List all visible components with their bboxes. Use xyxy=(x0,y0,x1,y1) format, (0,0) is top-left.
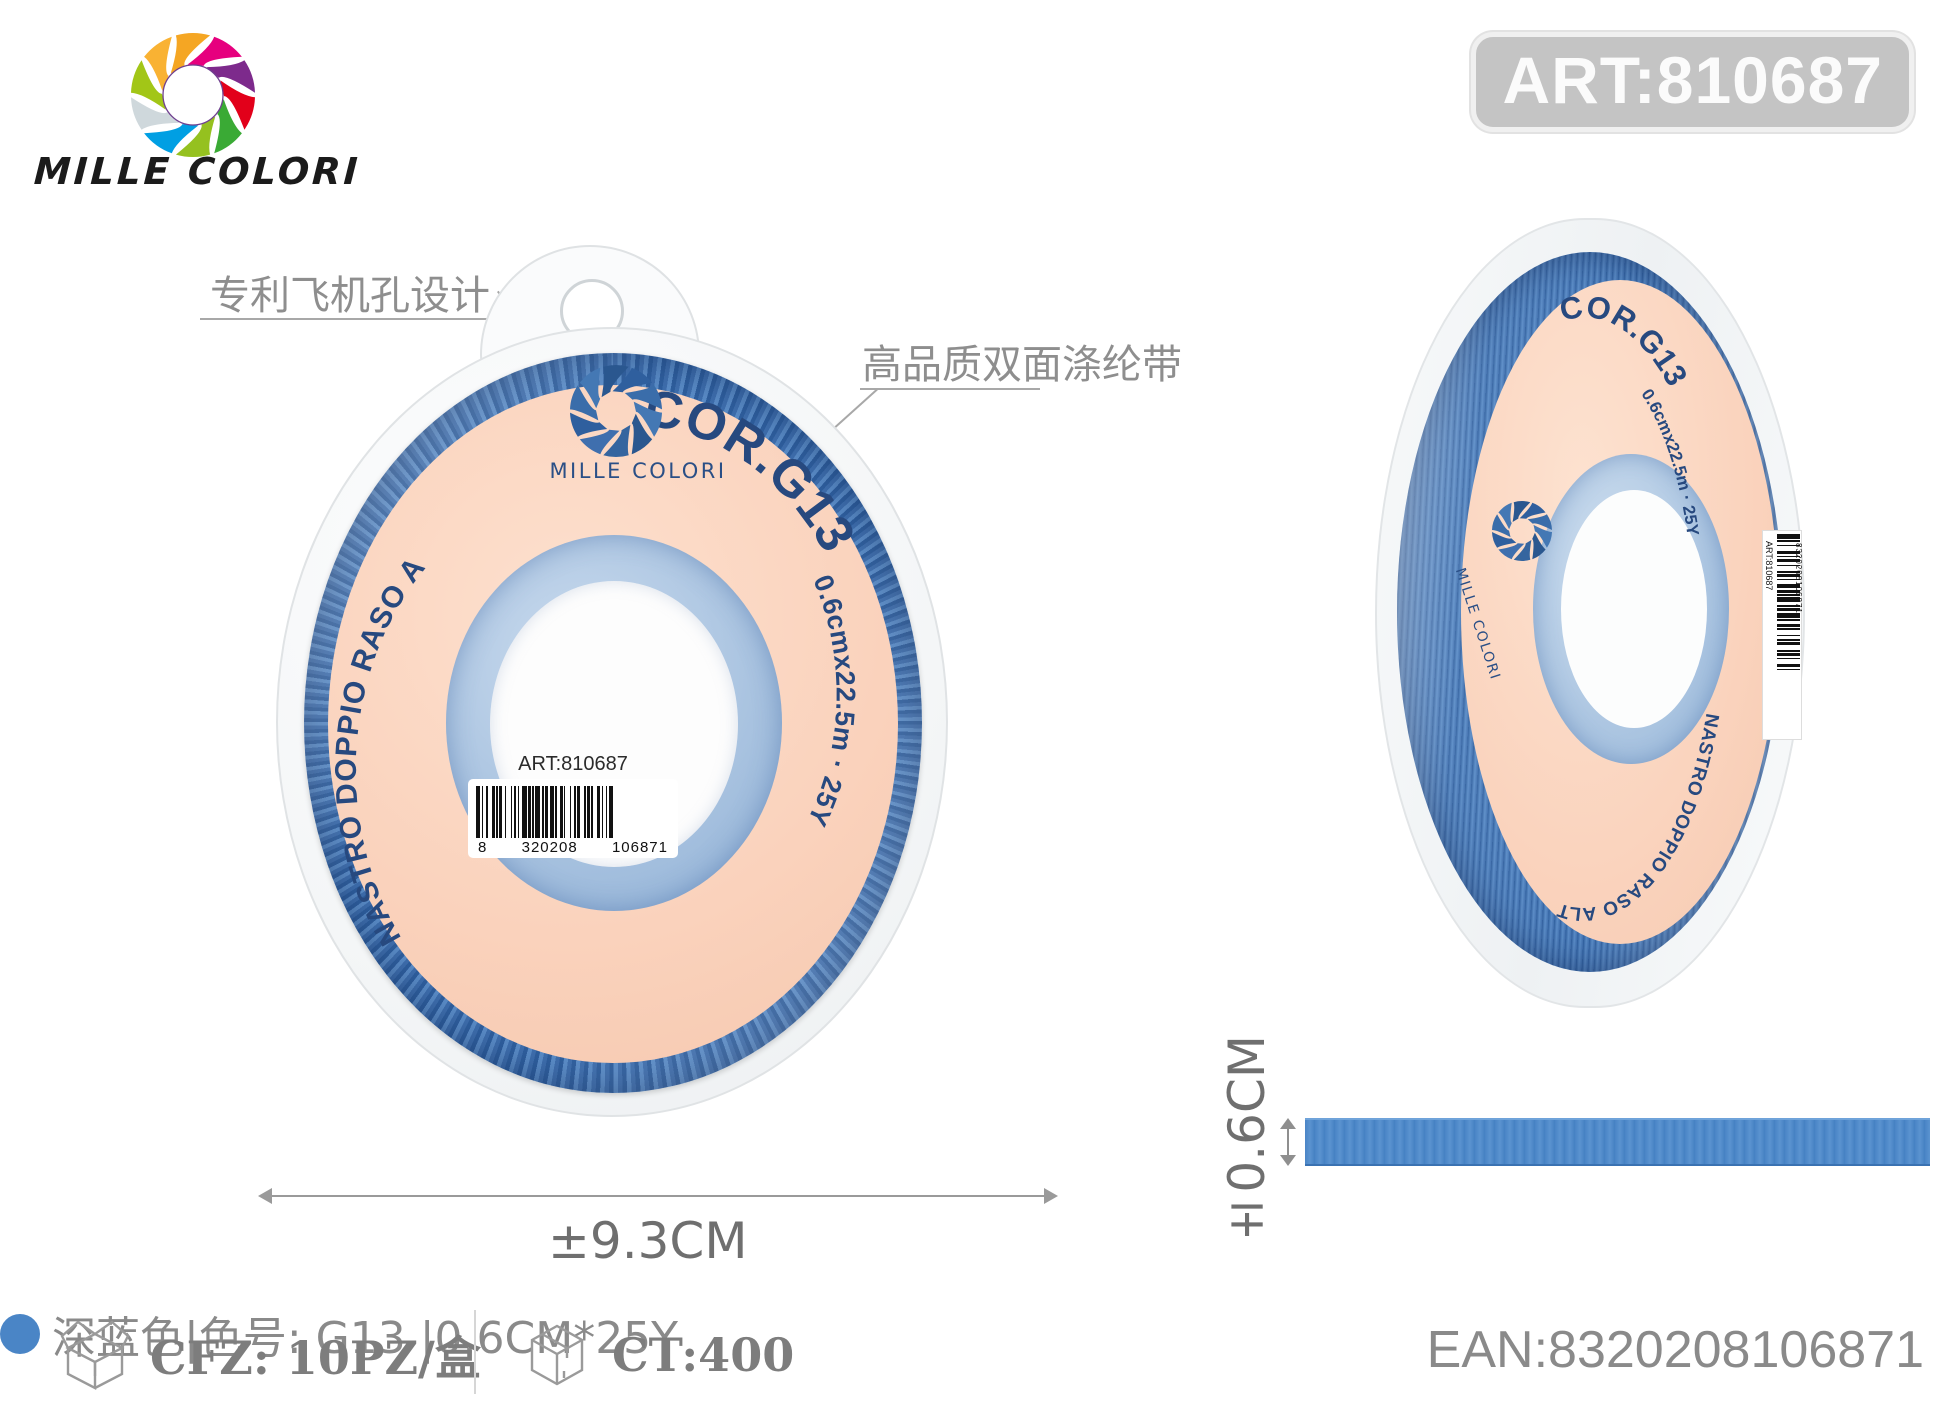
label-brand-text: MILLE COLORI xyxy=(549,459,727,483)
side-barcode-number: 8320208106871 xyxy=(1794,543,1803,614)
callout-left-label: 专利飞机孔设计 xyxy=(210,273,490,319)
height-dimension-arrow xyxy=(1280,1118,1296,1166)
side-barcode-block: ART:810687 8320208106871 xyxy=(1762,530,1803,740)
closed-box-icon xyxy=(530,1324,584,1386)
footer-ct-label: CT:400 xyxy=(612,1328,795,1382)
footer-info-bar: CFZ: 10PZ/盒 CT:400 深蓝色|色号: G13 |0.6CM*25… xyxy=(0,1302,1946,1412)
side-pinwheel-logo-icon xyxy=(1491,500,1553,562)
side-arc-top-main: COR.G13 xyxy=(1557,289,1694,392)
product-side-view: COR.G13 0.6cmx22.5m · 25Y NASTRO DOPPIO … xyxy=(1375,218,1805,1008)
callout-right-leader xyxy=(860,388,1040,390)
product-front-view: NASTRO DOPPIO RASO ALTA QUALITÀ COR.G13 … xyxy=(268,245,958,1175)
footer-ean-label: EAN:8320208106871 xyxy=(1426,1321,1924,1379)
art-badge-label: ART:810687 xyxy=(1502,43,1883,117)
side-arc-top-sub: 0.6cmx22.5m · 25Y xyxy=(1637,385,1702,537)
width-dimension-label: ±9.3CM xyxy=(548,1212,748,1270)
callout-left-leader xyxy=(200,318,502,320)
arrow-head-top xyxy=(1280,1118,1296,1129)
footer-color-label: 深蓝色|色号: G13 |0.6CM*25Y xyxy=(52,1313,679,1364)
footer-cfz-label: CFZ: 10PZ/盒 xyxy=(150,1331,481,1385)
footer-cfz-item: CFZ: 10PZ/盒 xyxy=(58,1318,481,1392)
svg-text:0.6cmx22.5m · 25Y: 0.6cmx22.5m · 25Y xyxy=(1637,385,1702,537)
footer-color-item: 深蓝色|色号: G13 |0.6CM*25Y xyxy=(0,1302,1946,1366)
label-arc-left-text: NASTRO DOPPIO RASO ALTA QUALITÀ xyxy=(328,385,431,951)
pinwheel-logo-icon xyxy=(128,30,258,160)
arrow-head-right xyxy=(1044,1188,1058,1204)
ribbon-strip-sample xyxy=(1305,1118,1930,1166)
art-badge: ART:810687 xyxy=(1471,32,1914,132)
svg-text:COR.G13: COR.G13 xyxy=(1557,289,1695,392)
svg-text:NASTRO DOPPIO RASO ALTA QUALIT: NASTRO DOPPIO RASO ALTA QUALITÀ xyxy=(328,385,432,951)
label-arc-right-sub: 0.6cmx22.5m · 25Y xyxy=(802,571,860,832)
color-swatch-dot xyxy=(0,1314,40,1354)
barcode-digit-mid: 320208 xyxy=(521,839,578,856)
side-spool-hub-hole xyxy=(1561,490,1707,728)
barcode-box: 8 320208 106871 xyxy=(468,779,678,858)
open-box-icon xyxy=(60,1320,130,1390)
arrow-line xyxy=(270,1195,1046,1197)
barcode-digit-left: 8 xyxy=(478,839,488,856)
arrow-head-left xyxy=(258,1188,272,1204)
svg-text:0.6cmx22.5m · 25Y: 0.6cmx22.5m · 25Y xyxy=(802,571,861,832)
label-art-line: ART:810687 xyxy=(518,753,628,775)
side-barcode-bars xyxy=(1777,534,1800,738)
footer-divider xyxy=(474,1310,476,1394)
label-pinwheel-logo-icon xyxy=(568,363,664,459)
barcode-bars xyxy=(476,786,670,838)
label-arc-text: NASTRO DOPPIO RASO ALTA QUALITÀ COR.G13 … xyxy=(328,385,866,951)
arrow-head-bottom xyxy=(1280,1155,1296,1166)
brand-logo: MILLE COLORI xyxy=(18,22,418,193)
barcode-digit-right: 106871 xyxy=(611,839,668,856)
side-label-arc-text: COR.G13 0.6cmx22.5m · 25Y NASTRO DOPPIO … xyxy=(1461,280,1722,924)
width-dimension-arrow xyxy=(258,1186,1058,1206)
arrow-line-vertical xyxy=(1287,1124,1289,1160)
brand-name: MILLE COLORI xyxy=(32,150,362,193)
label-barcode-block: ART:810687 8 320208 106871 xyxy=(468,753,678,858)
barcode-digits: 8 320208 106871 xyxy=(476,838,670,856)
footer-ct-item: CT:400 xyxy=(520,1318,794,1392)
side-barcode-art: ART:810687 xyxy=(1764,541,1774,591)
callout-right-label: 高品质双面涤纶带 xyxy=(862,342,1182,388)
height-dimension-label: ±0.6CM xyxy=(1218,1035,1276,1251)
